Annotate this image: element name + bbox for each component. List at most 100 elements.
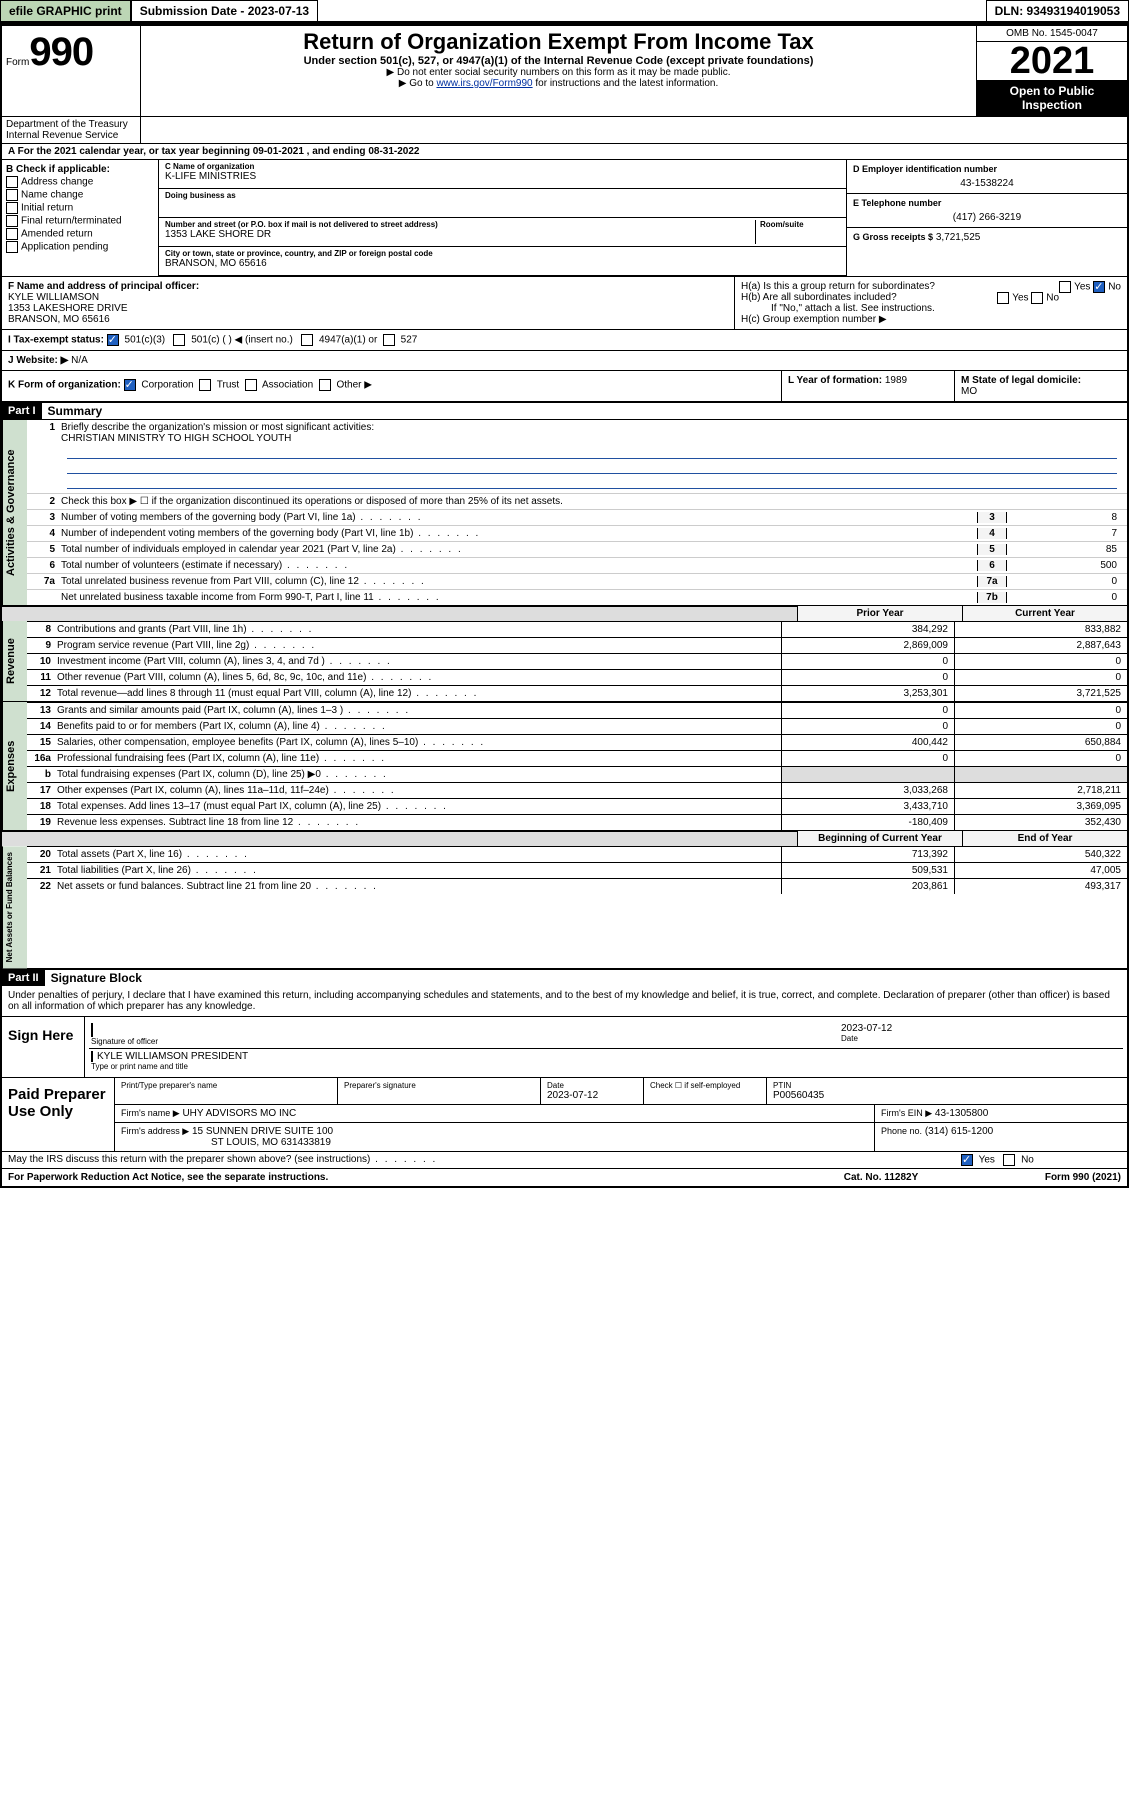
ptin-label: PTIN [773, 1081, 1121, 1090]
i-527: 527 [401, 335, 418, 346]
k-assoc: Association [262, 380, 313, 391]
h-block: H(a) Is this a group return for subordin… [734, 277, 1127, 329]
table-row: 21Total liabilities (Part X, line 26)509… [27, 862, 1127, 878]
line1-label: Briefly describe the organization's miss… [61, 422, 374, 433]
i-4947: 4947(a)(1) or [319, 335, 377, 346]
prep-sig-label: Preparer's signature [344, 1081, 534, 1090]
name-title-field: KYLE WILLIAMSON PRESIDENT Type or print … [89, 1049, 1123, 1073]
cat-number: Cat. No. 11282Y [801, 1172, 961, 1183]
vlabel-expenses: Expenses [2, 702, 27, 830]
firm-ein-value: 43-1305800 [935, 1108, 988, 1119]
table-row: bTotal fundraising expenses (Part IX, co… [27, 766, 1127, 782]
gross-value: 3,721,525 [936, 232, 981, 243]
hc-label: H(c) Group exemption number ▶ [741, 314, 1121, 325]
chk-initial-return[interactable]: Initial return [6, 202, 154, 214]
boy-header: Beginning of Current Year [797, 831, 962, 846]
discuss-row: May the IRS discuss this return with the… [2, 1151, 1127, 1168]
revenue-group: Revenue 8Contributions and grants (Part … [2, 621, 1127, 701]
j-value: N/A [71, 355, 88, 366]
sig-officer-label: Signature of officer [91, 1037, 841, 1046]
prior-year-header: Prior Year [797, 606, 962, 621]
firm-addr-1: 15 SUNNEN DRIVE SUITE 100 [192, 1126, 333, 1137]
table-row: 8Contributions and grants (Part VIII, li… [27, 621, 1127, 637]
dept-cell: Department of the Treasury Internal Reve… [2, 117, 141, 143]
part-1-badge: Part I [2, 403, 42, 419]
form-990-number: 990 [29, 30, 93, 74]
vlabel-revenue: Revenue [2, 621, 27, 701]
table-row: 17Other expenses (Part IX, column (A), l… [27, 782, 1127, 798]
row-i: I Tax-exempt status: 501(c)(3) 501(c) ( … [2, 329, 1127, 350]
dept-irs: Internal Revenue Service [6, 130, 136, 141]
hb-no: No [1046, 293, 1059, 304]
table-row: 14Benefits paid to or for members (Part … [27, 718, 1127, 734]
room-label: Room/suite [760, 220, 840, 229]
paperwork-notice: For Paperwork Reduction Act Notice, see … [8, 1172, 801, 1183]
col-b-label: B Check if applicable: [6, 164, 154, 175]
table-row: 22Net assets or fund balances. Subtract … [27, 878, 1127, 894]
top-toolbar: efile GRAPHIC print Submission Date - 20… [0, 0, 1129, 24]
ha-label: H(a) Is this a group return for subordin… [741, 281, 935, 292]
check-self-employed: Check ☐ if self-employed [644, 1078, 767, 1104]
revenue-rows: 8Contributions and grants (Part VIII, li… [27, 621, 1127, 701]
line1-value: CHRISTIAN MINISTRY TO HIGH SCHOOL YOUTH [61, 433, 291, 444]
year-formation: L Year of formation: 1989 [781, 371, 954, 401]
hb-yes: Yes [1012, 293, 1028, 304]
org-name-field: C Name of organization K-LIFE MINISTRIES [159, 160, 846, 189]
column-d-contact: D Employer identification number 43-1538… [846, 160, 1127, 276]
goto-cell [141, 117, 1127, 143]
bottom-line: For Paperwork Reduction Act Notice, see … [2, 1168, 1127, 1186]
paid-preparer-block: Paid Preparer Use Only Print/Type prepar… [2, 1077, 1127, 1151]
signature-declaration: Under penalties of perjury, I declare th… [2, 986, 1127, 1016]
tax-year: 2021 [977, 42, 1127, 80]
table-row: 19Revenue less expenses. Subtract line 1… [27, 814, 1127, 830]
org-name-label: C Name of organization [165, 162, 840, 171]
table-row: 20Total assets (Part X, line 16)713,3925… [27, 846, 1127, 862]
ein-row: D Employer identification number 43-1538… [847, 160, 1127, 194]
ha-yes: Yes [1074, 282, 1090, 293]
main-info-block: B Check if applicable: Address change Na… [2, 159, 1127, 276]
line2-text: Check this box ▶ ☐ if the organization d… [61, 496, 1123, 507]
discuss-text: May the IRS discuss this return with the… [8, 1154, 961, 1166]
i-501c3: 501(c)(3) [125, 335, 166, 346]
section-a-tax-year: A For the 2021 calendar year, or tax yea… [2, 143, 1127, 159]
chk-name-change[interactable]: Name change [6, 189, 154, 201]
sig-date-label: Date [841, 1034, 1121, 1043]
part-2-header-row: Part II Signature Block [2, 968, 1127, 986]
chk-app-pending[interactable]: Application pending [6, 241, 154, 253]
table-row: 9Program service revenue (Part VIII, lin… [27, 637, 1127, 653]
firm-addr-label: Firm's address ▶ [121, 1126, 189, 1136]
submission-date-cell: Submission Date - 2023-07-13 [131, 0, 318, 22]
firm-phone-value: (314) 615-1200 [925, 1126, 993, 1137]
ein-value: 43-1538224 [853, 174, 1121, 189]
prep-date-value: 2023-07-12 [547, 1090, 637, 1101]
chk-amended[interactable]: Amended return [6, 228, 154, 240]
part-2-badge: Part II [2, 970, 45, 986]
phone-row: E Telephone number (417) 266-3219 [847, 194, 1127, 228]
summary-line: 7aTotal unrelated business revenue from … [27, 573, 1127, 589]
expense-rows: 13Grants and similar amounts paid (Part … [27, 702, 1127, 830]
efile-button[interactable]: efile GRAPHIC print [0, 0, 131, 22]
chk-final-return[interactable]: Final return/terminated [6, 215, 154, 227]
table-row: 12Total revenue—add lines 8 through 11 (… [27, 685, 1127, 701]
l-label: L Year of formation: [788, 375, 882, 386]
table-row: 16aProfessional fundraising fees (Part I… [27, 750, 1127, 766]
ty-header-na: Beginning of Current Year End of Year [2, 831, 1127, 846]
paid-row-1: Print/Type preparer's name Preparer's si… [115, 1078, 1127, 1105]
name-title-label: Type or print name and title [91, 1062, 1121, 1071]
ty-header-rev: Prior Year Current Year [2, 606, 1127, 621]
h-ifno: If "No," attach a list. See instructions… [741, 303, 1121, 314]
irs-link[interactable]: www.irs.gov/Form990 [436, 78, 532, 89]
current-year-header: Current Year [962, 606, 1127, 621]
officer-name: KYLE WILLIAMSON [8, 292, 728, 303]
city-value: BRANSON, MO 65616 [165, 258, 840, 269]
table-row: 15Salaries, other compensation, employee… [27, 734, 1127, 750]
summary-line: 3Number of voting members of the governi… [27, 509, 1127, 525]
form-title: Return of Organization Exempt From Incom… [147, 29, 970, 55]
city-field: City or town, state or province, country… [159, 247, 846, 276]
ptin-value: P00560435 [773, 1090, 1121, 1101]
website-row: J Website: ▶ N/A [2, 351, 1127, 370]
state-domicile: M State of legal domicile:MO [954, 371, 1127, 401]
m-value: MO [961, 386, 977, 397]
chk-address-change[interactable]: Address change [6, 176, 154, 188]
form-word: Form [6, 57, 29, 68]
